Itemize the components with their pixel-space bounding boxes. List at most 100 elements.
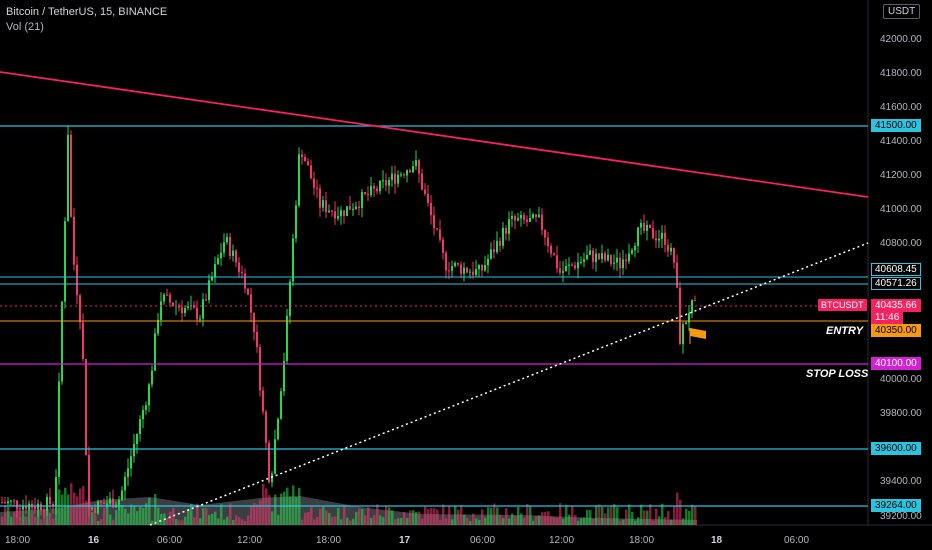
- candle-body: [256, 331, 258, 348]
- volume-bar: [250, 505, 253, 525]
- volume-bar: [487, 507, 490, 525]
- candle-body: [76, 264, 78, 296]
- candle-body: [208, 280, 210, 301]
- volume-bar: [577, 520, 580, 525]
- candle-body: [547, 237, 549, 246]
- candle-body: [85, 359, 87, 455]
- currency-badge[interactable]: USDT: [883, 4, 921, 19]
- candle-body: [517, 218, 519, 221]
- volume-bar: [685, 508, 688, 525]
- candle-body: [280, 391, 282, 419]
- volume-bar: [19, 517, 22, 525]
- candle-body: [91, 507, 93, 509]
- candle-body: [502, 227, 504, 246]
- volume-bar: [133, 506, 136, 525]
- candle-body: [595, 253, 597, 262]
- candle-body: [271, 473, 273, 483]
- volume-bar: [382, 517, 385, 525]
- volume-bar: [694, 505, 697, 525]
- candle-body: [439, 229, 441, 240]
- candle-body: [25, 505, 27, 510]
- volume-bar: [490, 507, 493, 525]
- volume-bar: [292, 485, 295, 525]
- volume-bar: [196, 503, 199, 525]
- candle-body: [625, 259, 627, 262]
- volume-bar: [46, 512, 49, 525]
- volume-bar: [223, 519, 226, 525]
- volume-bar: [541, 512, 544, 525]
- candle-body: [505, 227, 507, 234]
- volume-bar: [451, 519, 454, 525]
- chart-title[interactable]: Bitcoin / TetherUS, 15, BINANCE: [6, 6, 168, 18]
- candle-body: [559, 268, 561, 273]
- volume-bar: [151, 520, 154, 525]
- volume-bar: [388, 507, 391, 525]
- candle-body: [346, 206, 348, 217]
- candle-body: [16, 500, 18, 509]
- candle-body: [652, 228, 654, 239]
- candle-body: [178, 305, 180, 308]
- candle-body: [523, 215, 525, 220]
- volume-bar: [262, 483, 265, 525]
- candle-body: [301, 154, 303, 158]
- volume-bar: [238, 517, 241, 525]
- y-tick: 39800.00: [880, 408, 922, 419]
- volume-bar: [640, 504, 643, 525]
- candle-body: [646, 224, 648, 231]
- candle-body: [619, 257, 621, 269]
- volume-bar: [178, 520, 181, 525]
- volume-bar: [85, 500, 88, 525]
- candle-body: [655, 238, 657, 241]
- candle-body: [241, 272, 243, 274]
- volume-indicator-label[interactable]: Vol (21): [6, 21, 44, 33]
- candle-body: [283, 360, 285, 392]
- candle-body: [238, 262, 240, 273]
- candle-body: [49, 496, 51, 505]
- volume-bar: [565, 505, 568, 525]
- y-tick: 41400.00: [880, 136, 922, 147]
- volume-bar: [544, 512, 547, 525]
- volume-bar: [679, 499, 682, 525]
- candle-body: [262, 390, 264, 412]
- candle-body: [673, 247, 675, 263]
- candle-body: [172, 302, 174, 307]
- x-tick: 06:00: [470, 535, 496, 546]
- candle-body: [400, 174, 402, 176]
- volume-bar: [343, 505, 346, 525]
- volume-bar: [553, 517, 556, 525]
- volume-bar: [355, 512, 358, 525]
- volume-bar: [13, 512, 16, 525]
- candle-body: [544, 229, 546, 238]
- candle-body: [82, 322, 84, 360]
- volume-bar: [283, 491, 286, 525]
- volume-bar: [7, 506, 10, 525]
- entry-price-badge: 40350.00: [871, 324, 921, 337]
- candle-body: [370, 186, 372, 196]
- candle-body: [574, 265, 576, 269]
- volume-bar: [547, 511, 550, 525]
- candle-body: [376, 188, 378, 192]
- y-tick: 41800.00: [880, 68, 922, 79]
- volume-bar: [40, 519, 43, 525]
- volume-bar: [691, 504, 694, 525]
- candle-body: [226, 236, 228, 243]
- volume-bar: [160, 513, 163, 525]
- volume-bar: [517, 506, 520, 525]
- candle-body: [616, 257, 618, 263]
- volume-bar: [31, 504, 34, 525]
- candle-body: [121, 490, 123, 500]
- volume-bar: [613, 504, 616, 525]
- volume-bar: [325, 510, 328, 525]
- stop-loss-label: STOP LOSS: [806, 368, 869, 380]
- candle-body: [418, 160, 420, 174]
- candle-body: [19, 508, 21, 510]
- candle-body: [571, 264, 573, 266]
- volume-bar: [139, 506, 142, 525]
- volume-bar: [682, 518, 685, 525]
- candle-body: [469, 271, 471, 273]
- candle-body: [610, 254, 612, 264]
- volume-bar: [385, 506, 388, 525]
- volume-bar: [181, 520, 184, 525]
- x-tick: 18:00: [629, 535, 655, 546]
